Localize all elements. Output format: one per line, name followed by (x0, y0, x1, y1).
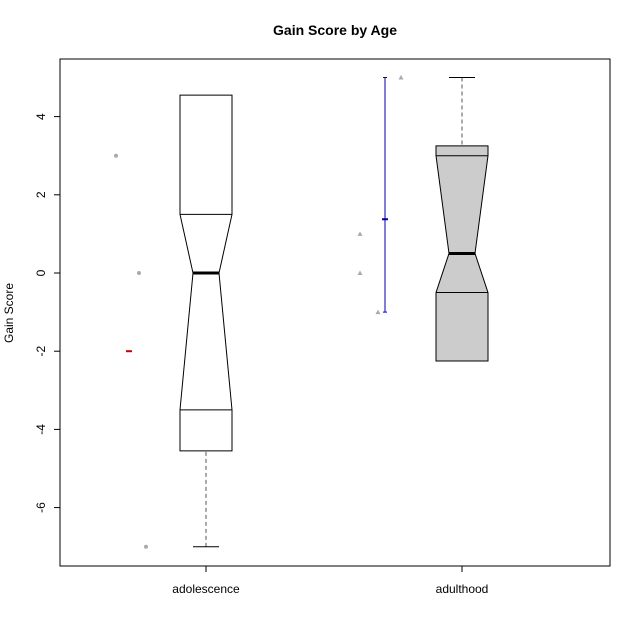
box-group (179, 77, 489, 548)
y-tick-label: 0 (34, 269, 48, 276)
plot-frame (59, 58, 611, 567)
data-point (375, 309, 381, 315)
y-tick-label: 4 (34, 113, 48, 120)
data-point (398, 75, 404, 80)
data-point (144, 544, 148, 549)
box-adolescence (179, 94, 233, 548)
x-tick-label: adolescence (172, 582, 240, 596)
data-point (114, 153, 118, 158)
data-point (357, 231, 363, 236)
x-axis: adolescence adulthood (172, 565, 489, 596)
y-tick-label: -2 (34, 346, 48, 357)
y-tick-label: 2 (34, 191, 48, 198)
data-point (357, 270, 363, 275)
box-adulthood (435, 77, 489, 362)
data-point (137, 271, 141, 275)
y-axis: -6 -4 -2 0 2 4 (34, 113, 61, 513)
overlay-group (114, 75, 404, 549)
y-axis-label: Gain Score (2, 283, 16, 343)
x-tick-label: adulthood (436, 582, 489, 596)
chart-title: Gain Score by Age (273, 22, 397, 38)
y-tick-label: -4 (34, 424, 48, 435)
y-tick-label: -6 (34, 502, 48, 513)
